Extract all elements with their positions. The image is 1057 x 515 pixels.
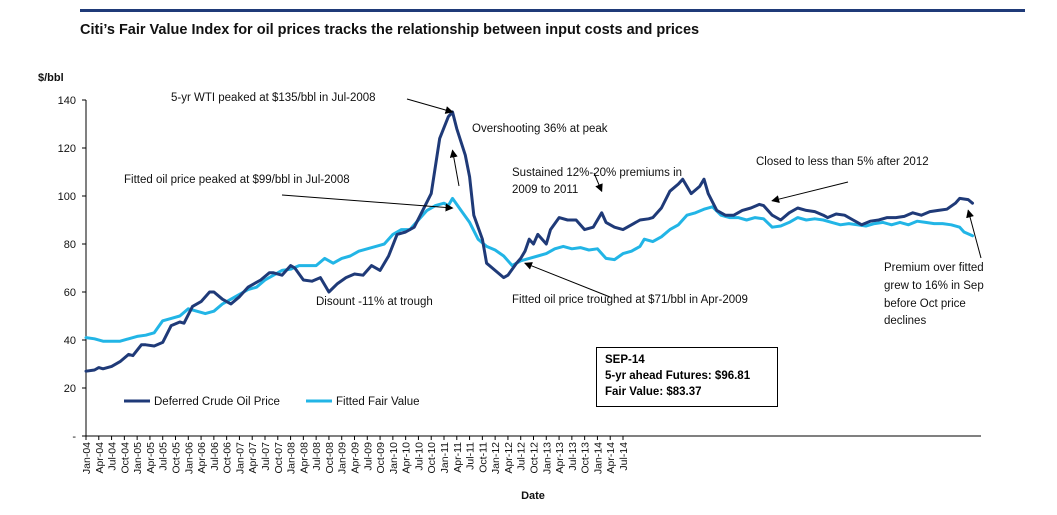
x-tick-label: Apr-05 bbox=[145, 442, 157, 474]
x-tick-label: Oct-07 bbox=[273, 442, 285, 474]
legend-label-fitted: Fitted Fair Value bbox=[336, 396, 420, 408]
x-tick-label: Jan-08 bbox=[286, 442, 298, 474]
x-tick-label: Apr-13 bbox=[554, 442, 566, 474]
annotation-sustained-premiums-1: Sustained 12%-20% premiums in bbox=[512, 167, 682, 179]
annotation-overshooting: Overshooting 36% at peak bbox=[472, 123, 608, 135]
info-box: SEP-14 5-yr ahead Futures: $96.81 Fair V… bbox=[596, 347, 778, 407]
x-axis-title: Date bbox=[521, 490, 545, 502]
arrow-fitted-trough bbox=[524, 262, 611, 298]
x-tick-label: Jul-04 bbox=[107, 442, 119, 471]
annotation-fitted-trough: Fitted oil price troughed at $71/bbl in … bbox=[512, 294, 748, 306]
info-box-date: SEP-14 bbox=[605, 354, 645, 366]
x-tick-label: Jan-10 bbox=[388, 442, 400, 474]
info-box-futures: 5-yr ahead Futures: $96.81 bbox=[605, 370, 751, 382]
y-tick-label: - bbox=[72, 431, 76, 443]
x-tick-label: Apr-04 bbox=[94, 442, 106, 474]
x-tick-label: Jul-06 bbox=[209, 442, 221, 471]
y-tick-label: 40 bbox=[64, 335, 76, 347]
x-tick-label: Apr-11 bbox=[452, 442, 464, 473]
x-tick-label: Oct-11 bbox=[477, 442, 489, 473]
x-tick-label: Jan-09 bbox=[337, 442, 349, 474]
fitted-fair-value-line bbox=[84, 196, 974, 343]
info-box-fair-value: Fair Value: $83.37 bbox=[605, 386, 702, 398]
series-layer bbox=[84, 110, 974, 373]
top-rule bbox=[80, 9, 1025, 12]
x-tick-label: Jan-12 bbox=[490, 442, 502, 474]
x-tick-label: Jan-05 bbox=[132, 442, 144, 474]
annotation-wti-peak: 5-yr WTI peaked at $135/bbl in Jul-2008 bbox=[171, 92, 376, 104]
x-tick-label: Jul-07 bbox=[260, 442, 272, 471]
y-tick-label: 20 bbox=[64, 383, 76, 395]
x-tick-label: Oct-08 bbox=[324, 442, 336, 474]
x-tick-label: Apr-06 bbox=[196, 442, 208, 474]
arrow-closed-gap bbox=[771, 181, 849, 203]
annotation-closed-gap: Closed to less than 5% after 2012 bbox=[756, 156, 929, 168]
x-tick-label: Oct-04 bbox=[119, 442, 131, 474]
y-axis-title: $/bbl bbox=[38, 72, 64, 84]
annotations: 5-yr WTI peaked at $135/bbl in Jul-2008 O… bbox=[124, 92, 984, 327]
x-tick-label: Jul-09 bbox=[362, 442, 374, 471]
annotation-premium-4: declines bbox=[884, 315, 926, 327]
annotation-sustained-premiums-2: 2009 to 2011 bbox=[512, 184, 578, 196]
arrow-sustained-premiums bbox=[593, 172, 603, 193]
arrow-fitted-peak bbox=[281, 194, 454, 212]
chart-title: Citi’s Fair Value Index for oil prices t… bbox=[80, 22, 700, 38]
x-tick-label: Oct-09 bbox=[375, 442, 387, 474]
x-tick-label: Oct-10 bbox=[426, 442, 438, 474]
x-tick-label: Oct-06 bbox=[222, 442, 234, 474]
y-tick-label: 100 bbox=[58, 191, 76, 203]
x-tick-label: Jul-11 bbox=[465, 442, 477, 470]
arrow-wti-peak bbox=[406, 98, 454, 114]
legend: Deferred Crude Oil Price Fitted Fair Valu… bbox=[124, 396, 420, 408]
annotation-premium-3: before Oct price bbox=[884, 298, 966, 310]
x-tick-label: Apr-08 bbox=[298, 442, 310, 474]
x-tick-label: Apr-14 bbox=[605, 442, 617, 474]
x-tick-label: Jul-14 bbox=[618, 442, 630, 471]
annotation-premium-2: grew to 16% in Sep bbox=[884, 280, 984, 292]
x-tick-label: Jan-13 bbox=[541, 442, 553, 474]
annotation-premium-1: Premium over fitted bbox=[884, 262, 984, 274]
y-tick-label: 140 bbox=[58, 95, 76, 107]
x-tick-label: Apr-09 bbox=[350, 442, 362, 474]
x-tick-label: Apr-12 bbox=[503, 442, 515, 474]
x-tick-label: Jan-11 bbox=[439, 442, 451, 473]
x-tick-label: Oct-12 bbox=[529, 442, 541, 474]
arrow-overshooting bbox=[449, 149, 460, 187]
x-tick-label: Jul-13 bbox=[567, 442, 579, 471]
x-tick-label: Jan-04 bbox=[81, 442, 93, 474]
x-tick-label: Jan-07 bbox=[234, 442, 246, 474]
x-tick-label: Jul-12 bbox=[516, 442, 528, 471]
annotation-discount-trough: Disount -11% at trough bbox=[316, 296, 433, 308]
legend-label-deferred: Deferred Crude Oil Price bbox=[154, 396, 280, 408]
arrow-premium-over-fitted bbox=[966, 209, 982, 259]
x-tick-label: Oct-13 bbox=[580, 442, 592, 474]
x-tick-label: Jan-14 bbox=[592, 442, 604, 474]
x-tick-label: Apr-07 bbox=[247, 442, 259, 474]
x-tick-label: Oct-05 bbox=[171, 442, 183, 474]
x-tick-label: Jan-06 bbox=[183, 442, 195, 474]
annotation-fitted-peak: Fitted oil price peaked at $99/bbl in Ju… bbox=[124, 174, 350, 186]
y-tick-label: 60 bbox=[64, 287, 76, 299]
x-tick-label: Jul-08 bbox=[311, 442, 323, 471]
deferred-crude-oil-price-line bbox=[84, 110, 974, 373]
x-tick-label: Apr-10 bbox=[401, 442, 413, 474]
x-tick-label: Jul-10 bbox=[413, 442, 425, 471]
y-tick-label: 120 bbox=[58, 143, 76, 155]
x-tick-label: Jul-05 bbox=[158, 442, 170, 471]
y-tick-label: 80 bbox=[64, 239, 76, 251]
